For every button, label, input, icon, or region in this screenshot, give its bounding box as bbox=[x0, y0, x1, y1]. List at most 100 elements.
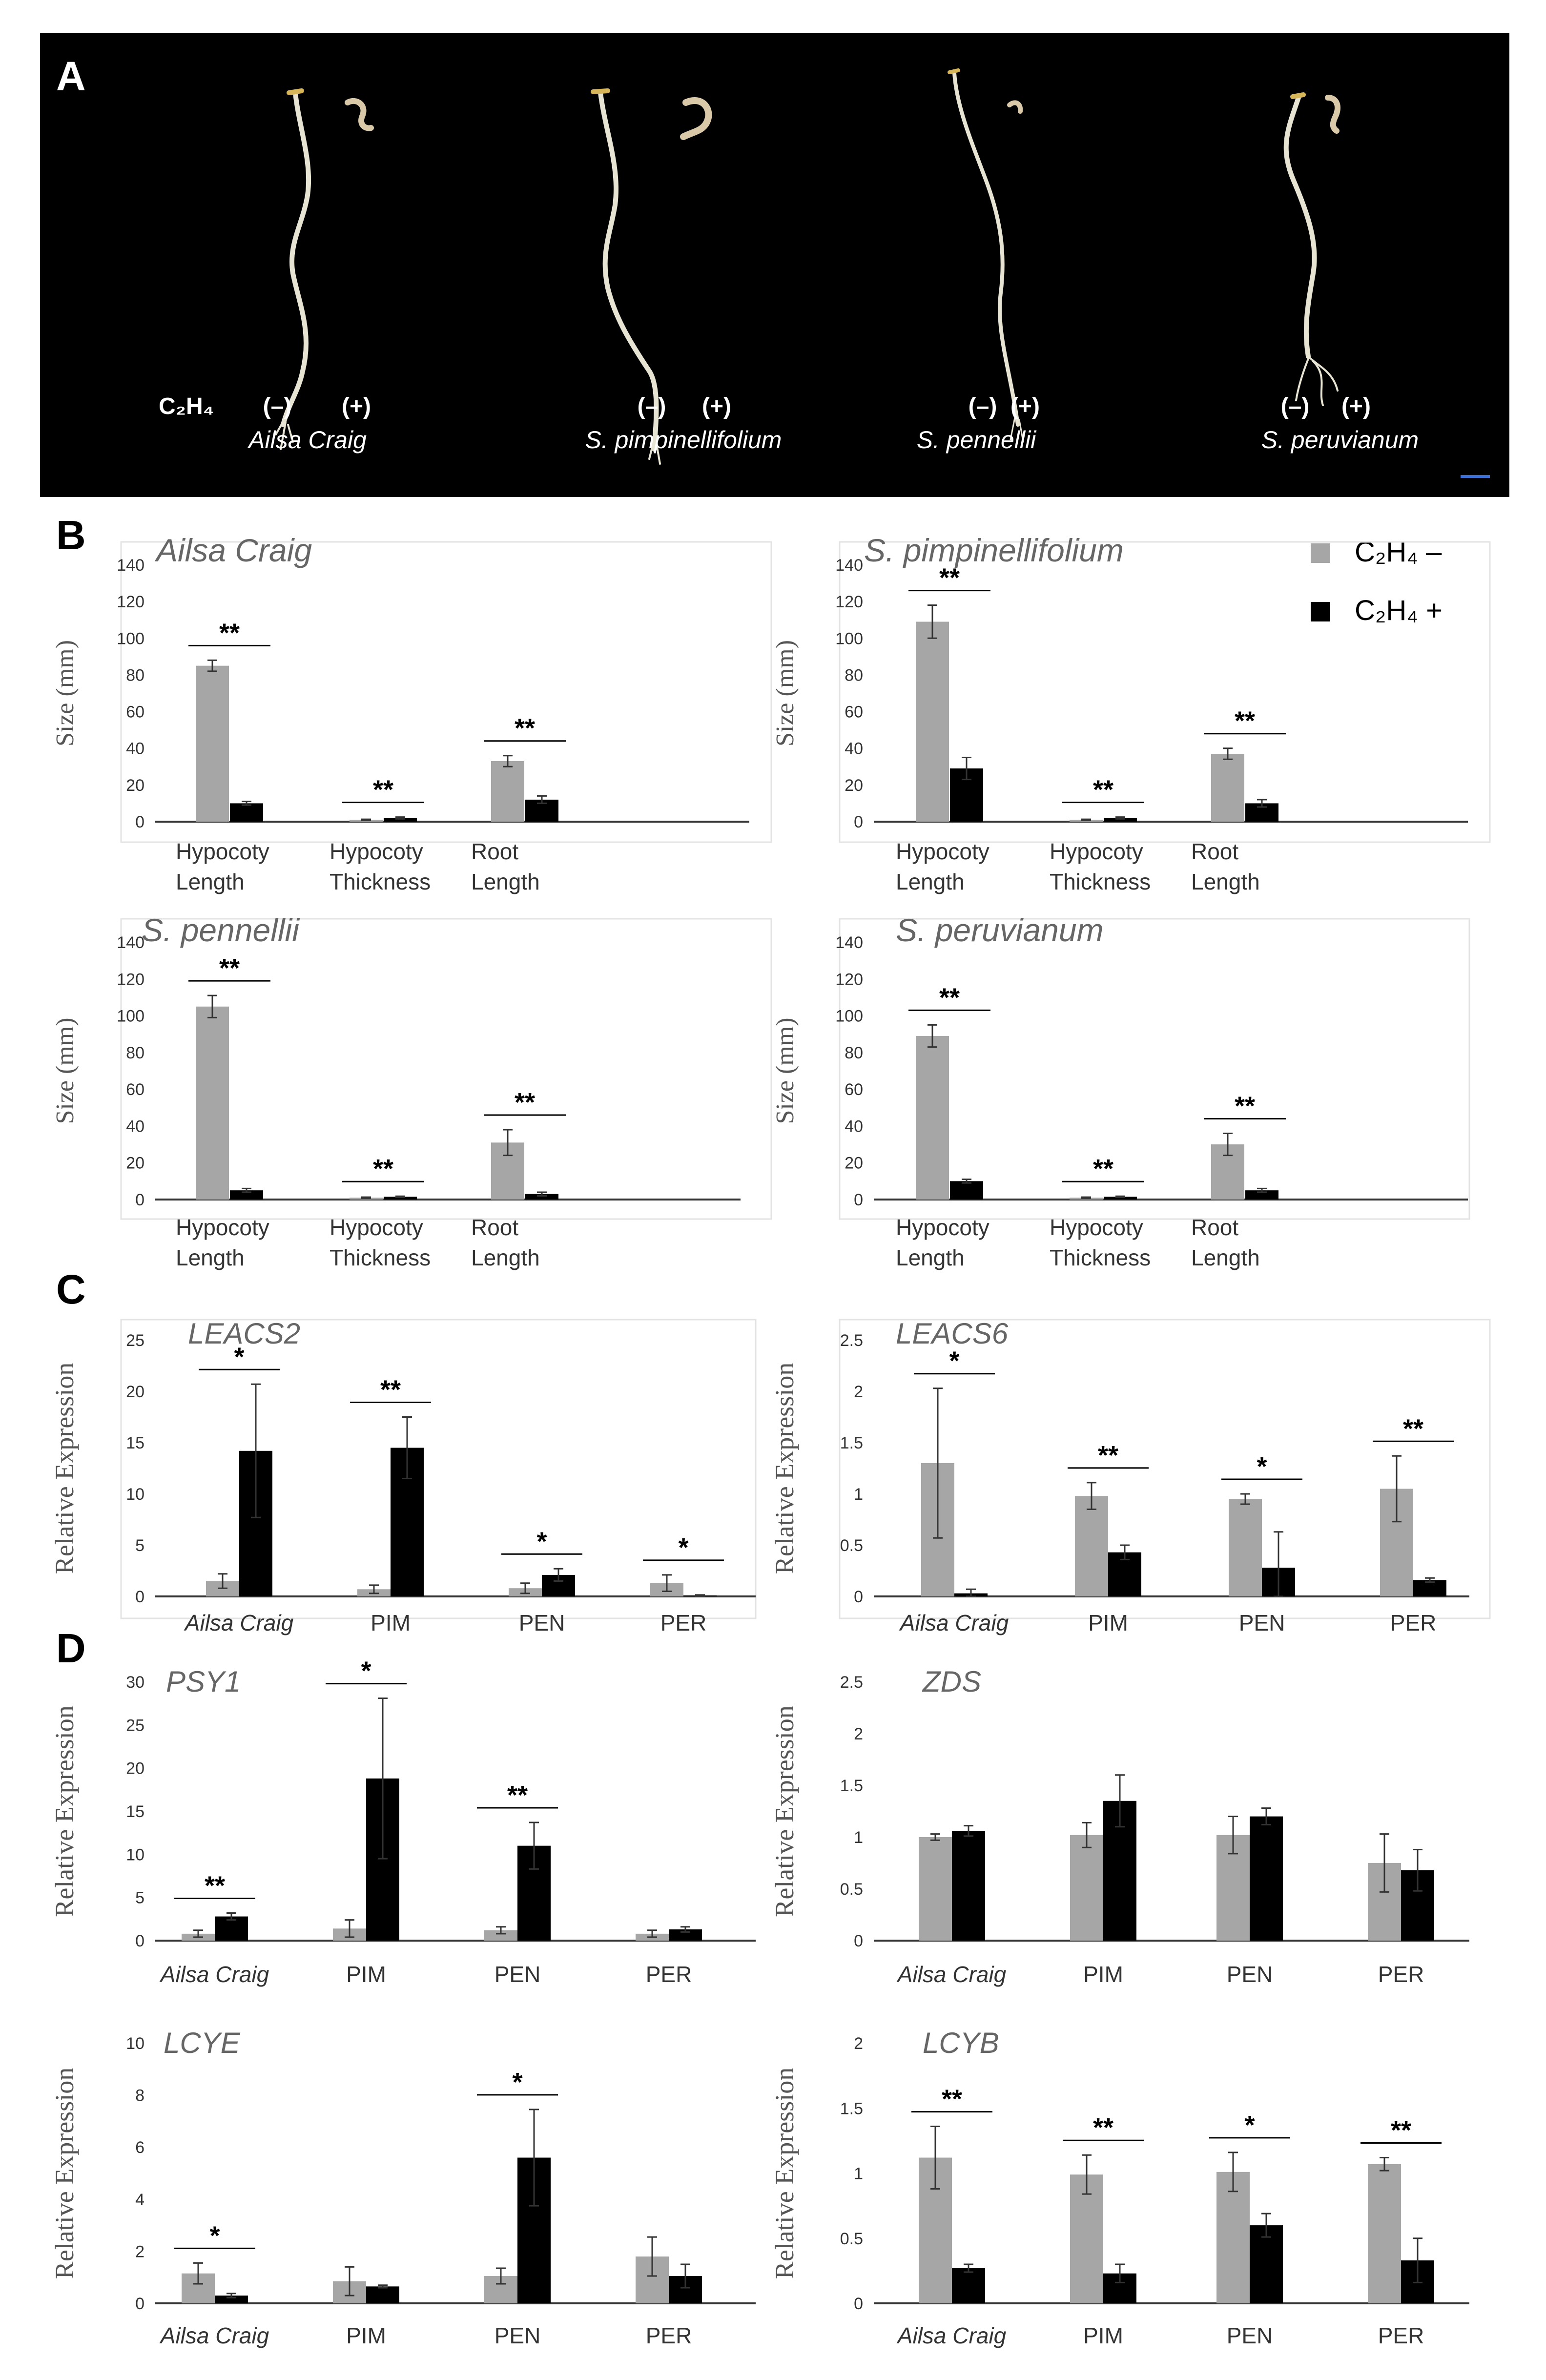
chart-psy1: PSY1 Relative Expression 0 5 10 15 20 25 30 ** Ail… bbox=[50, 1656, 756, 1987]
y-tick-label: 0 bbox=[135, 1932, 144, 1950]
y-tick-label: 20 bbox=[126, 1154, 144, 1173]
bar-minus bbox=[1070, 2174, 1103, 2303]
y-tick-label: 100 bbox=[117, 629, 144, 648]
category-label: Ailsa Craig bbox=[159, 2323, 269, 2348]
significance-marker: * bbox=[1257, 1452, 1267, 1481]
y-tick-label: 1.5 bbox=[840, 1434, 863, 1452]
y-tick-label: 20 bbox=[845, 1154, 863, 1173]
chart-title: LCYE bbox=[164, 2027, 241, 2059]
significance-marker: ** bbox=[515, 1088, 535, 1117]
chart-title: S. pennellii bbox=[142, 912, 300, 948]
bar-plus bbox=[1104, 1197, 1137, 1200]
category-label: PIM bbox=[1083, 1962, 1123, 1987]
category-label: Hypocoty bbox=[1050, 1215, 1143, 1240]
pim-minus-label: (–) bbox=[638, 393, 666, 419]
y-tick-label: 20 bbox=[845, 776, 863, 795]
category-label: Root bbox=[1191, 1215, 1238, 1240]
significance-marker: ** bbox=[219, 618, 240, 647]
category-label: Ailsa Craig bbox=[899, 1610, 1009, 1635]
y-tick-label: 0 bbox=[135, 813, 144, 831]
bar-plus bbox=[952, 2268, 985, 2303]
chart-frame bbox=[839, 1319, 1491, 1619]
significance-marker: * bbox=[949, 1346, 959, 1376]
y-tick-label: 120 bbox=[835, 593, 863, 611]
y-tick-label: 8 bbox=[135, 2087, 144, 2105]
y-tick-label: 120 bbox=[117, 593, 144, 611]
y-tick-label: 40 bbox=[126, 740, 144, 758]
y-tick-label: 40 bbox=[845, 740, 863, 758]
y-tick-label: 60 bbox=[845, 703, 863, 722]
chart-title: LCYB bbox=[923, 2027, 999, 2059]
bar-plus bbox=[384, 1197, 417, 1200]
category-label: Length bbox=[896, 869, 965, 894]
seedling-ac-cotyledon bbox=[287, 88, 304, 95]
significance-marker: ** bbox=[939, 983, 960, 1012]
bar-plus bbox=[952, 1831, 985, 1941]
y-tick-label: 4 bbox=[135, 2191, 144, 2209]
genotype-pim: S. pimpinellifolium bbox=[585, 426, 782, 454]
y-tick-label: 15 bbox=[126, 1802, 144, 1821]
category-label: Hypocoty bbox=[176, 839, 269, 864]
legend-swatch-plus bbox=[1311, 602, 1330, 621]
category-label: Hypocoty bbox=[176, 1215, 269, 1240]
bar-minus bbox=[1229, 1499, 1262, 1596]
y-tick-label: 60 bbox=[845, 1080, 863, 1099]
category-label: PIM bbox=[1088, 1610, 1128, 1635]
y-tick-label: 140 bbox=[835, 556, 863, 575]
y-axis-label: Relative Expression bbox=[50, 2068, 79, 2279]
category-label: Thickness bbox=[330, 1245, 431, 1270]
panel-d-letter: D bbox=[56, 1625, 86, 1671]
scale-bar bbox=[1461, 475, 1490, 478]
chart-lcyb: LCYB Relative Expression 0 0.5 1 1.5 2 ** Ailsa … bbox=[770, 2027, 1469, 2348]
category-label: Hypocoty bbox=[896, 839, 989, 864]
significance-marker: ** bbox=[1093, 2113, 1113, 2142]
bar-minus bbox=[916, 1035, 949, 1200]
y-tick-label: 0 bbox=[854, 813, 863, 831]
y-tick-label: 120 bbox=[117, 970, 144, 989]
category-label: Hypocoty bbox=[330, 1215, 423, 1240]
chart-zds: ZDS Relative Expression 0 0.5 1 1.5 2 2.5 Ailsa … bbox=[770, 1665, 1469, 1987]
legend-label-minus: C₂H₄ – bbox=[1355, 536, 1442, 568]
seedling-pim-minus bbox=[598, 90, 659, 452]
ac-plus-label: (+) bbox=[342, 393, 371, 419]
y-tick-label: 2.5 bbox=[840, 1331, 863, 1350]
seedling-ac-minus bbox=[281, 90, 311, 427]
y-tick-label: 60 bbox=[126, 1080, 144, 1099]
seedling-pen-plus bbox=[1007, 100, 1023, 114]
category-label: Length bbox=[176, 869, 245, 894]
y-tick-label: 0.5 bbox=[840, 2230, 863, 2248]
pen-plus-label: (+) bbox=[1010, 393, 1040, 419]
chart-title: Ailsa Craig bbox=[154, 532, 312, 568]
y-tick-label: 20 bbox=[126, 1383, 144, 1401]
significance-marker: * bbox=[361, 1656, 371, 1686]
y-tick-label: 0 bbox=[135, 1191, 144, 1209]
legend-swatch-minus bbox=[1311, 543, 1330, 563]
significance-marker: * bbox=[1244, 2111, 1255, 2140]
legend-label-plus: C₂H₄ + bbox=[1355, 595, 1443, 626]
significance-marker: ** bbox=[380, 1375, 401, 1405]
seedling-per-plus bbox=[1325, 95, 1340, 134]
y-tick-label: 1 bbox=[854, 2165, 863, 2183]
bar-plus bbox=[1250, 1816, 1283, 1941]
seedling-per-minus-roots bbox=[1295, 355, 1339, 406]
significance-marker: ** bbox=[515, 714, 535, 743]
chart-lcye: LCYE Relative Expression 0 2 4 6 8 10 * Ailsa Cra… bbox=[50, 2027, 756, 2348]
y-tick-label: 100 bbox=[117, 1007, 144, 1026]
significance-marker: ** bbox=[1098, 1441, 1118, 1470]
y-axis-label: Relative Expression bbox=[50, 1705, 79, 1917]
y-tick-label: 10 bbox=[126, 2034, 144, 2053]
significance-marker: * bbox=[536, 1527, 547, 1556]
y-tick-label: 120 bbox=[835, 970, 863, 989]
category-label: Root bbox=[1191, 839, 1238, 864]
significance-marker: ** bbox=[942, 2085, 962, 2114]
chart-frame bbox=[120, 918, 772, 1220]
bar-plus bbox=[384, 818, 417, 822]
y-tick-label: 40 bbox=[845, 1117, 863, 1136]
bar-minus bbox=[1070, 1835, 1103, 1941]
significance-marker: ** bbox=[219, 953, 240, 983]
per-plus-label: (+) bbox=[1341, 393, 1371, 419]
panel-c-letter: C bbox=[56, 1266, 86, 1312]
bar-plus bbox=[1245, 1190, 1278, 1200]
category-label: Hypocoty bbox=[1050, 839, 1143, 864]
